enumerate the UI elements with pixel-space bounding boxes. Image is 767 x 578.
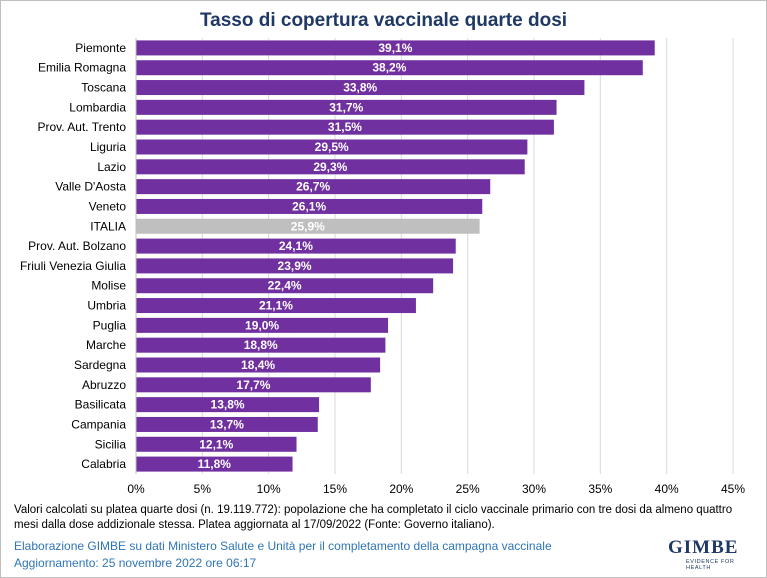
x-tick-label: 5% (194, 482, 212, 496)
data-label: 23,9% (278, 259, 312, 273)
category-label: Prov. Aut. Bolzano (28, 239, 126, 253)
data-label: 31,5% (328, 120, 362, 134)
logo-name: GIMBE (668, 537, 738, 559)
category-label: Piemonte (75, 41, 126, 55)
footer-source: Elaborazione GIMBE su dati Ministero Sal… (14, 539, 552, 553)
data-label: 39,1% (378, 41, 412, 55)
data-label: 18,4% (241, 358, 275, 372)
data-label: 26,7% (296, 180, 330, 194)
category-label: Emilia Romagna (38, 61, 126, 75)
x-tick-label: 25% (456, 482, 480, 496)
gimbe-logo: GIMBE EVIDENCE FOR HEALTH (668, 537, 752, 567)
x-tick-label: 0% (127, 482, 145, 496)
x-tick-label: 15% (323, 482, 347, 496)
data-label: 24,1% (279, 239, 313, 253)
data-label: 21,1% (259, 299, 293, 313)
data-label: 33,8% (343, 81, 377, 95)
category-label: Lombardia (69, 100, 126, 114)
data-label: 38,2% (372, 61, 406, 75)
data-label: 29,5% (315, 140, 349, 154)
category-label: ITALIA (90, 219, 126, 233)
category-label: Veneto (89, 199, 127, 213)
data-label: 17,7% (236, 378, 270, 392)
bar-chart: 0% 5% 10% 15% 20% 25% 30% 35% 40% 45% Piemonte 39,1… (0, 0, 767, 500)
category-label: Valle D'Aosta (55, 180, 126, 194)
footer-updated: Aggiornamento: 25 novembre 2022 ore 06:1… (14, 556, 256, 570)
x-tick-label: 20% (389, 482, 413, 496)
data-label: 18,8% (244, 338, 278, 352)
data-label: 31,7% (329, 100, 363, 114)
category-label: Calabria (81, 457, 126, 471)
data-label: 25,9% (291, 219, 325, 233)
data-label: 22,4% (268, 279, 302, 293)
category-label: Prov. Aut. Trento (38, 120, 127, 134)
category-label: Basilicata (75, 398, 127, 412)
data-label: 11,8% (198, 457, 232, 471)
x-tick-label: 45% (721, 482, 745, 496)
logo-tagline: EVIDENCE FOR HEALTH (686, 559, 752, 571)
x-tick-label: 40% (655, 482, 679, 496)
data-label: 13,8% (211, 398, 245, 412)
chart-note: Valori calcolati su platea quarte dosi (… (14, 503, 734, 533)
category-label: Molise (91, 279, 126, 293)
category-label: Liguria (90, 140, 126, 154)
data-label: 12,1% (199, 437, 233, 451)
category-label: Campania (71, 417, 126, 431)
category-label: Marche (86, 338, 126, 352)
data-label: 13,7% (210, 417, 244, 431)
data-label: 19,0% (245, 318, 279, 332)
category-label: Abruzzo (82, 378, 126, 392)
category-label: Toscana (81, 81, 126, 95)
x-tick-label: 10% (257, 482, 281, 496)
category-label: Lazio (97, 160, 126, 174)
category-label: Sicilia (95, 437, 127, 451)
x-tick-label: 35% (588, 482, 612, 496)
data-label: 26,1% (292, 199, 326, 213)
category-label: Puglia (93, 318, 127, 332)
x-tick-label: 30% (522, 482, 546, 496)
category-label: Sardegna (74, 358, 126, 372)
data-label: 29,3% (313, 160, 347, 174)
category-label: Umbria (87, 299, 126, 313)
category-label: Friuli Venezia Giulia (20, 259, 126, 273)
